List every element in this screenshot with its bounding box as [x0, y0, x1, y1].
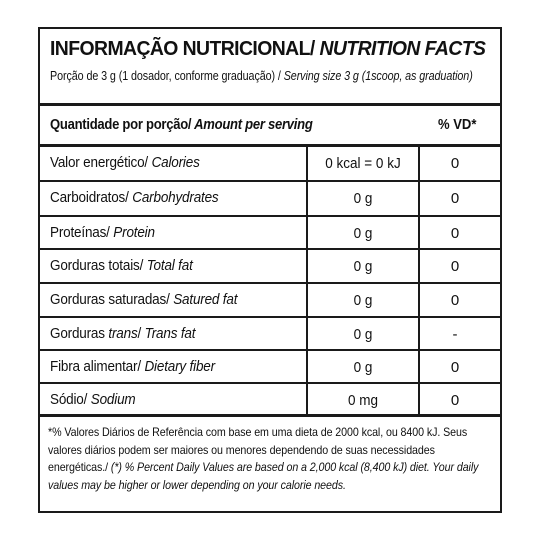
- title-pt: INFORMAÇÃO NUTRICIONAL/: [50, 38, 315, 60]
- title-en: NUTRITION FACTS: [314, 38, 486, 60]
- row-name-pt: Carboidratos/: [50, 189, 129, 206]
- row-name-en: Satured fat: [169, 291, 238, 308]
- header-dv-label: % VD*: [438, 117, 477, 133]
- table-row: Fibra alimentar/ Dietary fiber 0 g 0: [40, 351, 500, 384]
- row-quantity: 0 mg: [347, 392, 379, 409]
- divider-thick-header: [40, 144, 500, 147]
- table-row: Gorduras saturadas/ Satured fat 0 g 0: [40, 284, 500, 317]
- row-daily-value: 0: [450, 258, 460, 275]
- panel-title: INFORMAÇÃO NUTRICIONAL/ NUTRITION FACTS: [50, 38, 486, 61]
- table-header: Quantidade por porção/ Amount per servin…: [40, 108, 500, 144]
- row-name-en: Total fat: [143, 257, 193, 274]
- row-quantity: 0 g: [353, 326, 373, 343]
- serving-pt: Porção de 3 g (1 dosador, conforme gradu…: [50, 69, 281, 83]
- row-name-pt: Valor energético/: [50, 154, 149, 171]
- row-quantity: 0 kcal = 0 kJ: [325, 155, 401, 172]
- divider-thick-bottom: [40, 414, 500, 417]
- row-name-pt: Proteínas/: [50, 224, 110, 241]
- table-row: Carboidratos/ Carbohydrates 0 g 0: [40, 182, 500, 215]
- row-name-pt: Fibra alimentar/: [50, 358, 141, 375]
- table-row: Valor energético/ Calories 0 kcal = 0 kJ…: [40, 147, 500, 180]
- row-name: Gorduras saturadas/ Satured fat: [50, 291, 237, 308]
- row-name-pt-end: /: [137, 325, 142, 342]
- divider-thick-top: [40, 103, 500, 106]
- header-en: Amount per serving: [191, 117, 313, 133]
- row-name-en: Protein: [109, 224, 155, 241]
- row-name-pt: Gorduras saturadas/: [50, 291, 170, 308]
- row-quantity: 0 g: [353, 359, 373, 376]
- row-name-en: Dietary fiber: [140, 358, 215, 375]
- row-name-en: Calories: [148, 154, 200, 171]
- row-daily-value: 0: [450, 292, 460, 309]
- row-quantity: 0 g: [353, 258, 373, 275]
- row-divider: [40, 215, 500, 217]
- row-quantity: 0 g: [353, 190, 373, 207]
- row-name: Gorduras totais/ Total fat: [50, 257, 193, 274]
- row-name: Gorduras trans/ Trans fat: [50, 325, 196, 342]
- row-name-pt-italic: trans: [108, 325, 138, 342]
- row-name: Fibra alimentar/ Dietary fiber: [50, 358, 215, 375]
- row-divider: [40, 316, 500, 318]
- header-amount-label: Quantidade por porção/ Amount per servin…: [50, 117, 313, 133]
- row-quantity: 0 g: [353, 225, 373, 242]
- serving-size: Porção de 3 g (1 dosador, conforme gradu…: [50, 69, 473, 83]
- row-divider: [40, 282, 500, 284]
- row-daily-value: 0: [450, 155, 460, 172]
- row-name-en: Carbohydrates: [128, 189, 219, 206]
- row-name-en: Trans fat: [141, 325, 196, 342]
- column-divider-quantity: [306, 146, 308, 414]
- row-name-pt: Gorduras: [50, 325, 109, 342]
- row-name-pt: Gorduras totais/: [50, 257, 144, 274]
- header-pt: Quantidade por porção/: [50, 117, 192, 133]
- row-daily-value: 0: [450, 392, 460, 409]
- row-daily-value: 0: [450, 359, 460, 376]
- nutrition-facts-panel: INFORMAÇÃO NUTRICIONAL/ NUTRITION FACTS …: [38, 27, 502, 513]
- row-name-pt: Sódio/: [50, 391, 88, 408]
- row-divider: [40, 349, 500, 351]
- table-row: Proteínas/ Protein 0 g 0: [40, 217, 500, 250]
- row-daily-value: 0: [450, 225, 460, 242]
- row-divider: [40, 180, 500, 182]
- footnote: *% Valores Diários de Referência com bas…: [48, 424, 493, 494]
- row-divider: [40, 382, 500, 384]
- table-row: Gorduras trans/ Trans fat 0 g -: [40, 318, 500, 351]
- row-daily-value: 0: [450, 190, 460, 207]
- row-quantity: 0 g: [353, 292, 373, 309]
- row-name: Sódio/ Sodium: [50, 391, 136, 408]
- footnote-pt: *% Valores Diários de Referência com bas…: [48, 425, 468, 474]
- serving-en: Serving size 3 g (1scoop, as graduation): [280, 69, 473, 83]
- row-name: Valor energético/ Calories: [50, 154, 200, 171]
- table-row: Gorduras totais/ Total fat 0 g 0: [40, 250, 500, 283]
- table-row: Sódio/ Sodium 0 mg 0: [40, 384, 500, 417]
- row-name: Proteínas/ Protein: [50, 224, 155, 241]
- footnote-en: (*) % Percent Daily Values are based on …: [48, 460, 479, 492]
- row-name-en: Sodium: [87, 391, 136, 408]
- column-divider-dv: [418, 146, 420, 414]
- row-divider: [40, 248, 500, 250]
- row-name: Carboidratos/ Carbohydrates: [50, 189, 219, 206]
- row-daily-value: -: [452, 326, 458, 343]
